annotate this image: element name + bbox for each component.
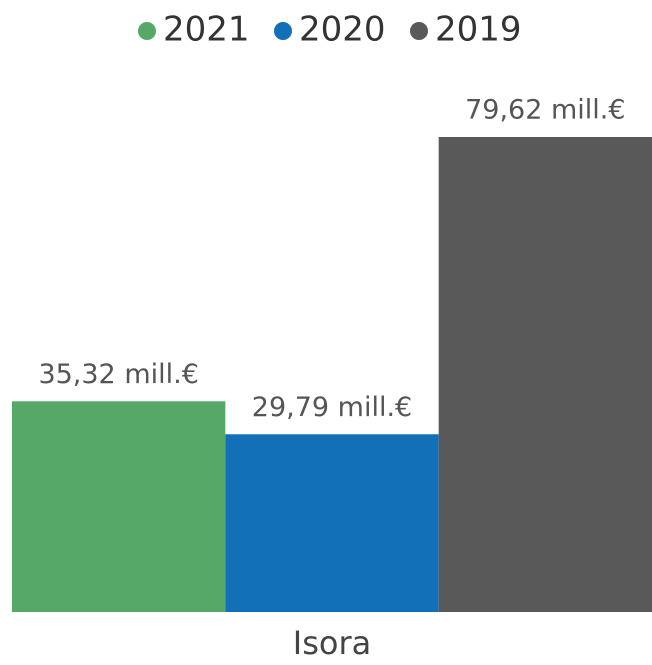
legend-marker	[138, 22, 156, 40]
legend-marker	[410, 22, 428, 40]
value-label: 35,32 mill.€	[38, 359, 198, 390]
bar	[438, 137, 652, 612]
legend-marker	[274, 22, 292, 40]
legend-label: 2021	[163, 10, 250, 50]
legend-label: 2019	[435, 10, 522, 50]
value-label: 79,62 mill.€	[465, 95, 625, 126]
bar	[225, 434, 439, 612]
x-tick-label: Isora	[293, 624, 371, 662]
legend-label: 2020	[299, 10, 386, 50]
value-label: 29,79 mill.€	[252, 392, 412, 423]
bar	[12, 401, 226, 612]
